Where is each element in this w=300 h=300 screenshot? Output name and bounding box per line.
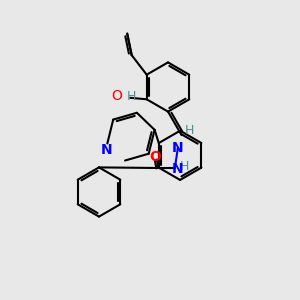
Text: H: H bbox=[180, 160, 189, 173]
Text: O: O bbox=[149, 150, 161, 164]
Text: N: N bbox=[101, 143, 112, 157]
Text: N: N bbox=[172, 162, 183, 176]
Text: H: H bbox=[127, 90, 136, 103]
Text: O: O bbox=[111, 89, 122, 103]
Text: H: H bbox=[185, 124, 195, 137]
Text: N: N bbox=[172, 141, 184, 154]
